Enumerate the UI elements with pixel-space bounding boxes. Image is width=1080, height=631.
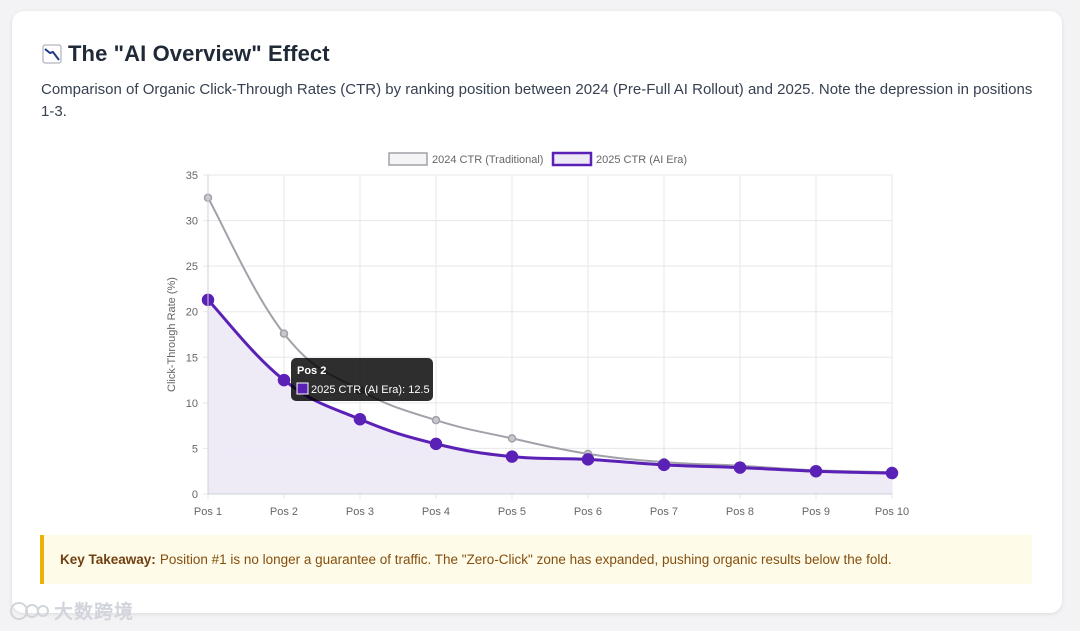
series-2025-point-9 [809,464,823,478]
key-takeaway-callout: Key Takeaway: Position #1 is no longer a… [40,535,1032,584]
x-tick-label: Pos 7 [650,506,678,518]
y-tick-label: 20 [186,307,198,319]
y-tick-label: 10 [186,398,198,410]
y-axis-title: Click-Through Rate (%) [166,277,178,392]
chart-tooltip: Pos 2 2025 CTR (AI Era): 12.5 [291,358,433,401]
chart-area-fill [208,299,892,494]
series-2024-point-2 [279,329,289,338]
series-2025-area [208,299,892,494]
callout-text: Position #1 is no longer a guarantee of … [159,552,892,567]
x-tick-label: Pos 2 [270,506,298,518]
y-tick-label: 15 [186,352,198,364]
chart-decreasing-icon [42,44,62,64]
x-tick-label: Pos 5 [498,506,526,518]
y-tick-label: 30 [186,216,198,228]
y-tick-label: 25 [186,261,198,273]
y-tick-label: 5 [192,443,198,455]
tooltip-swatch [296,382,309,395]
watermark-logo-icon [10,601,49,620]
page-title: The "AI Overview" Effect [68,41,330,66]
series-2025-point-10 [885,466,899,480]
watermark: 大数跨境 [8,597,134,624]
chart-description: Comparison of Organic Click-Through Rate… [41,81,1033,120]
series-2024-point-5 [507,434,517,443]
series-2025-point-5 [505,450,519,463]
x-tick-label: Pos 3 [346,506,374,518]
legend-2025-label: 2025 CTR (AI Era) [596,154,687,166]
series-2025-point-8 [733,461,747,474]
tooltip-label: 2025 CTR (AI Era): 12.5 [311,384,430,396]
callout-label: Key Takeaway: [60,552,156,567]
x-tick-label: Pos 9 [802,506,830,518]
tooltip-box [291,358,433,401]
y-tick-label: 0 [192,489,198,501]
y-tick-label: 35 [186,170,198,182]
legend-2025-swatch [551,151,593,167]
series-2025-point-6 [581,453,595,466]
chart-legend[interactable]: 2024 CTR (Traditional) 2025 CTR (AI Era) [388,151,687,167]
series-2025-point-4 [429,437,443,451]
x-tick-label: Pos 8 [726,506,754,518]
chart-axes: 0 5 10 15 20 25 30 35 Pos 1 Pos 2 Pos 3 Pos 4 Pos 5 P… [166,170,909,518]
series-2025-point-2 [277,373,291,387]
title-row: The "AI Overview" Effect [42,41,330,67]
tooltip-title: Pos 2 [297,365,326,377]
x-tick-label: Pos 10 [875,506,909,518]
x-tick-label: Pos 4 [422,506,450,518]
watermark-text: 大数跨境 [54,602,135,623]
series-2025-point-3 [353,413,367,426]
x-tick-label: Pos 1 [194,506,222,518]
legend-2024-label: 2024 CTR (Traditional) [432,154,543,166]
legend-2024-swatch [388,152,428,166]
x-tick-label: Pos 6 [574,506,602,518]
series-2024-point-4 [431,415,441,425]
series-2025-point-7 [657,458,671,472]
